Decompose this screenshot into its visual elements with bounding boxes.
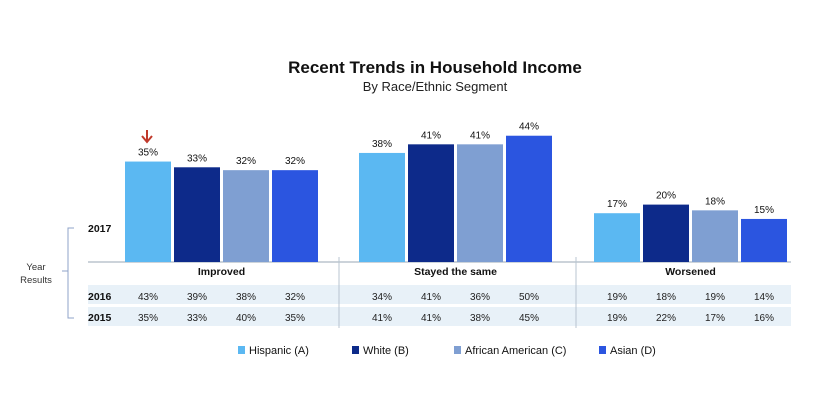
bar — [457, 144, 503, 262]
data-label: 44% — [519, 122, 539, 133]
table-year-label: 2015 — [88, 312, 112, 324]
table-cell: 22% — [656, 313, 676, 324]
bar — [594, 213, 640, 262]
chart-title: Recent Trends in Household Income — [288, 58, 582, 77]
bars-group — [125, 135, 787, 262]
data-label: 32% — [236, 156, 256, 167]
table-cell: 14% — [754, 292, 774, 303]
arrow-head — [141, 135, 153, 144]
legend-swatch — [238, 346, 245, 354]
chart-subtitle: By Race/Ethnic Segment — [363, 79, 508, 94]
table-cell: 16% — [754, 313, 774, 324]
legend-label: Asian (D) — [610, 345, 656, 357]
bar — [692, 210, 738, 262]
data-label: 17% — [607, 199, 627, 210]
current-year-label: 2017 — [88, 223, 112, 235]
group-dividers — [338, 257, 577, 328]
category-label: Improved — [198, 266, 245, 278]
bar — [359, 152, 405, 262]
year-results-label-line1: Year — [26, 262, 45, 273]
bar — [125, 161, 171, 262]
data-label: 18% — [705, 196, 725, 207]
bar — [643, 204, 689, 262]
table-cell: 32% — [285, 292, 305, 303]
legend-swatch — [352, 346, 359, 354]
bar — [506, 135, 552, 262]
year-bracket — [62, 227, 74, 319]
table-bands — [88, 285, 791, 326]
data-label: 41% — [421, 130, 441, 141]
table-cell: 38% — [236, 292, 256, 303]
table-cell: 40% — [236, 313, 256, 324]
table-cell: 35% — [138, 313, 158, 324]
table-cell: 38% — [470, 313, 490, 324]
legend-label: Hispanic (A) — [249, 345, 309, 357]
legend-label: White (B) — [363, 345, 409, 357]
down-arrow-icon — [141, 130, 153, 144]
table-cell: 19% — [607, 313, 627, 324]
year-results-label-line2: Results — [20, 275, 52, 286]
bar — [741, 218, 787, 262]
table-cell: 41% — [372, 313, 392, 324]
bar — [223, 170, 269, 262]
category-label: Worsened — [665, 266, 716, 278]
data-label: 20% — [656, 191, 676, 202]
table-cell: 39% — [187, 292, 207, 303]
data-label: 38% — [372, 139, 392, 150]
year-results-table: 43% 35% 39% 33% 38% 40% 32% 35% 34% 41% 41% 41% 36% 3… — [88, 291, 774, 324]
table-cell: 35% — [285, 313, 305, 324]
legend-label: African American (C) — [465, 345, 566, 357]
bar — [174, 167, 220, 262]
table-cell: 34% — [372, 292, 392, 303]
table-cell: 19% — [705, 292, 725, 303]
bar — [272, 170, 318, 262]
table-cell: 18% — [656, 292, 676, 303]
data-label: 35% — [138, 148, 158, 159]
bar — [408, 144, 454, 262]
bar-labels-group: 35% 33% 32% 32% 38% 41% 41% 44% 17% 20% 18% 15% — [138, 122, 774, 216]
table-cell: 19% — [607, 292, 627, 303]
table-cell: 50% — [519, 292, 539, 303]
table-cell: 36% — [470, 292, 490, 303]
table-cell: 41% — [421, 313, 441, 324]
data-label: 32% — [285, 156, 305, 167]
legend-swatch — [454, 346, 461, 354]
data-label: 33% — [187, 153, 207, 164]
data-label: 41% — [470, 130, 490, 141]
category-labels-group: Improved Stayed the same Worsened — [198, 266, 716, 278]
table-year-label: 2016 — [88, 291, 112, 303]
legend: Hispanic (A) White (B) African American (C… — [238, 345, 656, 357]
category-label: Stayed the same — [414, 266, 497, 278]
table-cell: 41% — [421, 292, 441, 303]
legend-swatch — [599, 346, 606, 354]
table-cell: 45% — [519, 313, 539, 324]
table-cell: 43% — [138, 292, 158, 303]
table-cell: 33% — [187, 313, 207, 324]
data-label: 15% — [754, 205, 774, 216]
table-cell: 17% — [705, 313, 725, 324]
